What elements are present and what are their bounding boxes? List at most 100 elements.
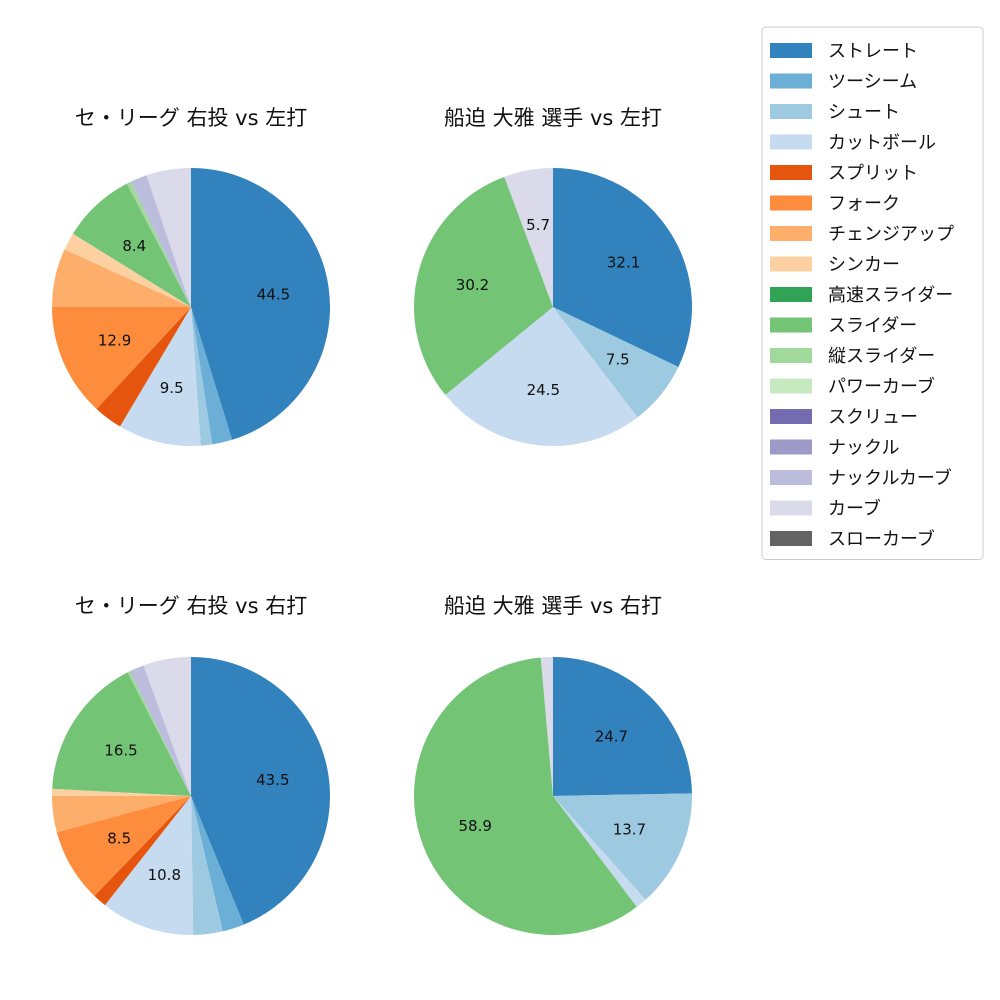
legend-item: 縦スライダー (770, 346, 935, 367)
pie-slice (191, 307, 233, 445)
legend-swatch (770, 287, 812, 302)
legend-label: フォーク (828, 194, 900, 215)
pie-slice (191, 796, 223, 935)
pie-slice (191, 657, 331, 925)
pie-value-label: 8.4 (122, 237, 146, 255)
legend-item: スローカーブ (770, 528, 935, 550)
legend-label: スプリット (828, 163, 918, 184)
pie-slice (413, 657, 637, 936)
legend-swatch (770, 348, 812, 363)
legend-item: フォーク (770, 194, 900, 215)
legend-label: ツーシーム (828, 72, 917, 93)
legend-item: ナックルカーブ (770, 467, 952, 489)
pie-chart-2: 船迫 大雅 選手 vs 左打 32.1 7.5 24.5 30.2 5.7 (413, 106, 693, 446)
pie-slice (119, 307, 201, 447)
pie-slice (52, 788, 191, 796)
pie-value-label: 30.2 (456, 276, 489, 294)
legend-label: ナックルカーブ (828, 467, 952, 489)
pie-slice (146, 168, 191, 307)
legend-item: カーブ (770, 498, 881, 520)
pie-slice (143, 657, 191, 796)
pie-title: 船迫 大雅 選手 vs 右打 (444, 594, 662, 618)
pie-value-label: 43.5 (256, 771, 289, 789)
pie-slice (56, 796, 191, 896)
legend-swatch (770, 317, 812, 333)
pie-slice (191, 796, 244, 932)
legend-item: ストレート (770, 41, 918, 62)
pie-slice (52, 672, 191, 796)
legend-item: チェンジアップ (770, 224, 954, 245)
legend-item: スクリュー (770, 407, 918, 428)
pie-title: 船迫 大雅 選手 vs 左打 (444, 106, 662, 130)
pie-value-label: 58.9 (458, 817, 491, 835)
legend-swatch (770, 531, 812, 546)
pie-slice (130, 175, 191, 307)
legend-swatch (770, 104, 812, 119)
pie-title: セ・リーグ 右投 vs 右打 (75, 594, 307, 618)
legend-label: 縦スライダー (828, 346, 935, 367)
pie-chart-4: 船迫 大雅 選手 vs 右打 24.7 13.7 58.9 (413, 594, 693, 936)
legend-swatch (770, 43, 812, 58)
legend-label: シンカー (828, 255, 900, 276)
pie-slice (51, 795, 192, 833)
legend-label: カットボール (828, 133, 936, 154)
pie-value-label: 8.5 (107, 829, 131, 847)
legend-swatch (770, 378, 812, 394)
pie-slice (553, 793, 693, 900)
legend: ストレートツーシームシュートカットボールスプリットフォークチェンジアップシンカー… (761, 26, 984, 560)
pie-value-label: 7.5 (606, 351, 630, 369)
legend-label: スクリュー (828, 407, 918, 428)
legend-item: スライダー (770, 316, 917, 337)
pie-value-label: 13.7 (613, 820, 646, 838)
legend-item: シンカー (770, 255, 900, 276)
legend-label: カーブ (828, 498, 881, 520)
pie-slice (64, 233, 191, 307)
legend-swatch (770, 73, 812, 89)
pie-slice (553, 796, 646, 907)
pie-value-label: 24.7 (595, 728, 628, 746)
pie-slice (96, 307, 191, 427)
pie-value-label: 5.7 (526, 216, 550, 234)
legend-swatch (770, 470, 812, 485)
pie-value-label: 12.9 (98, 331, 131, 349)
pie-title: セ・リーグ 右投 vs 左打 (75, 106, 307, 130)
legend-item: ナックル (770, 438, 899, 459)
legend-label: ナックル (828, 438, 899, 459)
pie-slice (504, 168, 553, 307)
pie-value-label: 9.5 (160, 379, 184, 397)
pie-slice (540, 657, 553, 796)
pie-slice (104, 796, 194, 935)
legend-frame (761, 26, 984, 560)
pie-value-label: 10.8 (148, 866, 181, 884)
legend-label: シュート (828, 102, 900, 123)
pie-value-label: 44.5 (257, 286, 290, 304)
pie-slice (445, 307, 638, 446)
pie-slice (129, 665, 191, 796)
legend-item: スプリット (770, 163, 918, 184)
pie-chart-3: セ・リーグ 右投 vs 右打 43.5 10.8 8.5 16.5 (51, 594, 331, 935)
legend-label: パワーカーブ (828, 376, 935, 398)
pie-slice (52, 307, 191, 409)
legend-swatch (770, 256, 812, 272)
legend-item: シュート (770, 102, 900, 123)
legend-swatch (770, 439, 812, 455)
legend-swatch (770, 134, 812, 150)
pie-slice (413, 176, 553, 395)
legend-label: スローカーブ (828, 528, 935, 550)
legend-label: 高速スライダー (828, 285, 953, 306)
pie-slice (553, 307, 679, 418)
legend-swatch (770, 226, 812, 241)
pie-chart-1: セ・リーグ 右投 vs 左打 44.5 9.5 12.9 8.4 (52, 106, 331, 447)
legend-swatch (770, 195, 812, 211)
legend-label: スライダー (828, 316, 917, 337)
legend-label: ストレート (828, 41, 918, 62)
pie-slice (72, 183, 191, 307)
legend-item: ツーシーム (770, 72, 917, 93)
pie-value-label: 16.5 (104, 742, 137, 760)
pie-value-label: 24.5 (527, 381, 560, 399)
legend-item: カットボール (770, 133, 936, 154)
pie-slice (127, 671, 191, 796)
legend-item: パワーカーブ (770, 376, 935, 398)
pie-slice (553, 168, 693, 367)
